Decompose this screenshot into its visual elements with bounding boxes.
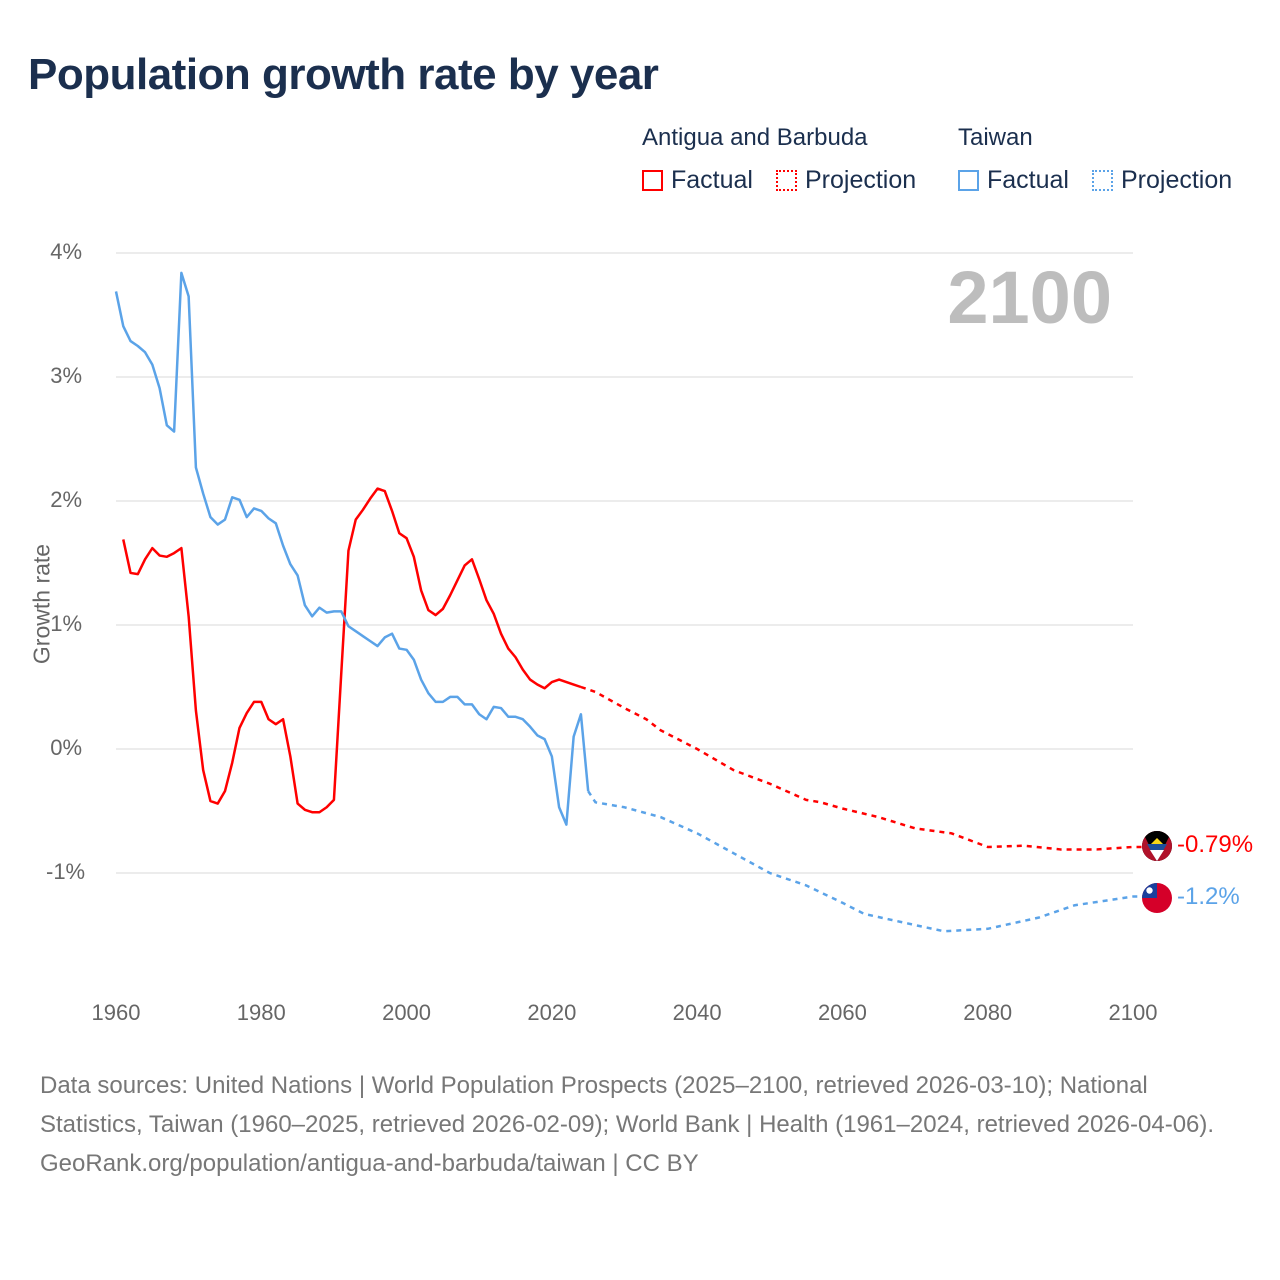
legend-taiwan-projection[interactable]: Projection [1092,166,1232,195]
legend-swatch [776,170,797,191]
legend-group-antigua: Antigua and Barbuda [642,124,868,151]
footer: Data sources: United Nations | World Pop… [40,1066,1250,1183]
x-tick-label: 2060 [817,1000,867,1025]
legend-label: Projection [1121,166,1233,194]
x-tick-label: 2100 [1108,1000,1158,1025]
taiwan-flag-icon [1142,883,1172,913]
x-tick-label: 2040 [672,1000,722,1025]
antigua-flag-icon [1142,831,1172,861]
legend-taiwan-factual[interactable]: Factual [958,166,1069,195]
x-tick-label: 2000 [382,1000,432,1025]
y-tick-label: 2% [50,487,82,512]
y-tick-label: 1% [50,611,82,636]
series-line-taiwan-factual [114,271,590,826]
chart-title: Population growth rate by year [28,50,659,99]
series-line-antigua-and-barbuda-factual [122,487,582,814]
y-tick-label: -1% [46,859,86,884]
x-tick-label: 1980 [236,1000,286,1025]
legend-label: Factual [671,166,753,194]
data-sources: Data sources: United Nations | World Pop… [40,1072,1215,1138]
credit-link[interactable]: GeoRank.org/population/antigua-and-barbu… [40,1150,699,1177]
y-tick-label: 4% [50,239,82,264]
legend-swatch [1092,170,1113,191]
series-line-antigua-and-barbuda-projection [580,685,1145,851]
legend-antigua-factual[interactable]: Factual [642,166,753,195]
legend-swatch [958,170,979,191]
x-tick-label: 1960 [91,1000,141,1025]
legend-swatch [642,170,663,191]
legend-antigua-projection[interactable]: Projection [776,166,916,195]
legend-label: Projection [805,166,917,194]
legend-label: Factual [987,166,1069,194]
y-tick-label: 3% [50,363,82,388]
x-tick-label: 2080 [963,1000,1013,1025]
end-label-antigua: -0.79% [1177,831,1254,858]
x-tick-label: 2020 [527,1000,577,1025]
series-line-taiwan-projection [587,790,1145,933]
year-indicator: 2100 [947,256,1112,339]
y-tick-label: 0% [50,735,82,760]
legend-group-taiwan: Taiwan [958,124,1033,151]
end-label-taiwan: -1.2% [1177,883,1240,910]
